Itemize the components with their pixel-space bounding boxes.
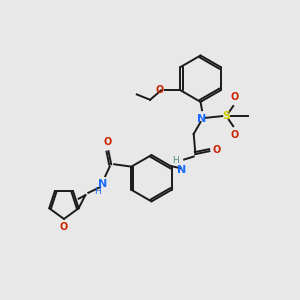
- Text: O: O: [212, 145, 221, 155]
- Text: O: O: [156, 85, 164, 95]
- Text: N: N: [98, 179, 107, 189]
- Text: N: N: [178, 165, 187, 175]
- Text: O: O: [231, 92, 239, 102]
- Text: O: O: [231, 130, 239, 140]
- Text: H: H: [94, 187, 101, 196]
- Text: S: S: [222, 111, 230, 121]
- Text: O: O: [60, 222, 68, 232]
- Text: H: H: [172, 157, 179, 166]
- Text: N: N: [197, 114, 207, 124]
- Text: O: O: [103, 137, 112, 147]
